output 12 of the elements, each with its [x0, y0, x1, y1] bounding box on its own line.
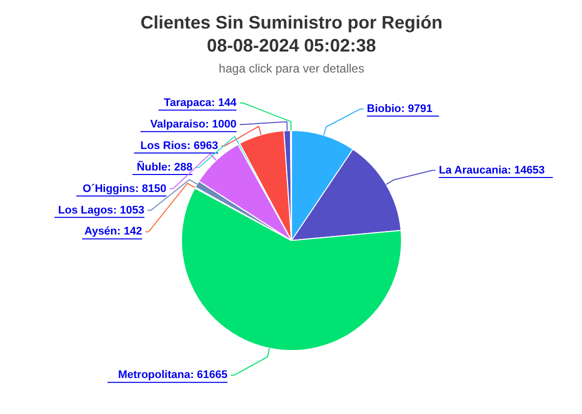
slice-label: Valparaiso: 1000	[150, 118, 237, 130]
slice-label: O´Higgins: 8150	[82, 182, 166, 195]
chart-title: Clientes Sin Suministro por Región 08-08-2024 05:02:38	[140, 12, 443, 56]
slice-label: La Araucania: 14653	[438, 164, 545, 176]
slice-label: Metropolitana: 61665	[118, 369, 228, 382]
slice-label: Biobio: 9791	[366, 102, 432, 115]
slice-label: Los Rios: 6963	[140, 140, 218, 152]
slice-label: Los Lagos: 1053	[58, 204, 144, 216]
slice-label: Tarapaca: 144	[164, 97, 238, 109]
slice-label: Ñuble: 288	[136, 160, 192, 174]
chart-subtitle: haga click para ver detalles	[218, 62, 364, 76]
slice-label: Aysén: 142	[84, 226, 142, 238]
